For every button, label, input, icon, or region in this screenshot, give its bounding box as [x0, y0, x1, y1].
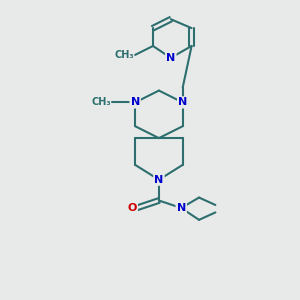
Text: O: O [128, 203, 137, 213]
Text: N: N [130, 98, 140, 107]
Text: CH₃: CH₃ [115, 50, 134, 60]
Text: CH₃: CH₃ [91, 98, 111, 107]
Text: N: N [154, 175, 164, 185]
Text: N: N [177, 203, 186, 213]
Text: N: N [178, 98, 187, 107]
Text: N: N [166, 53, 176, 63]
